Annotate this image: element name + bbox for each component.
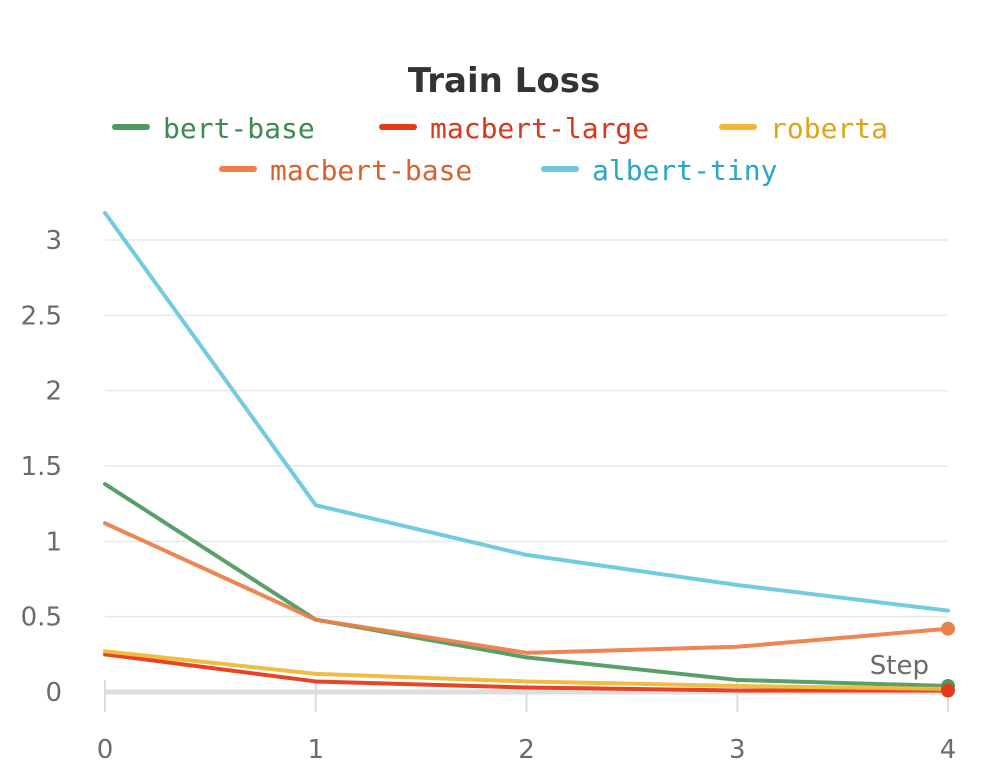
legend-label-macbert-base: macbert-base	[270, 154, 472, 187]
y-axis: 0 0.5 1 1.5 2 2.5 3	[21, 226, 62, 708]
series-line-macbert-base	[103, 521, 950, 655]
chart-title: Train Loss	[408, 61, 600, 101]
series-line-roberta	[103, 649, 950, 691]
series-line-bert-base	[103, 482, 950, 688]
y-tick-label: 3	[45, 226, 62, 256]
y-tick-label: 0	[45, 678, 62, 708]
end-marker-macbert-base	[941, 621, 955, 636]
y-tick-label: 2.5	[21, 301, 62, 331]
grid-lines	[105, 239, 948, 618]
end-marker-macbert-large	[941, 683, 955, 698]
y-tick-label: 2	[45, 377, 62, 407]
series-end-markers	[941, 621, 955, 698]
legend-label-albert-tiny: albert-tiny	[592, 154, 777, 187]
chart-legend: bert-base macbert-large roberta macbert-bas…	[112, 112, 888, 187]
x-tick-label: 3	[729, 735, 746, 765]
y-tick-label: 1	[45, 527, 62, 557]
legend-label-roberta: roberta	[770, 112, 888, 145]
x-tick-label: 4	[940, 735, 957, 765]
y-tick-label: 1.5	[21, 452, 62, 482]
x-tick-label: 1	[307, 735, 324, 765]
series-line-macbert-large	[103, 652, 950, 693]
legend-label-macbert-large: macbert-large	[430, 112, 649, 145]
x-tick-label: 0	[97, 735, 114, 765]
x-axis-label: Step	[870, 651, 929, 681]
series-lines	[103, 210, 950, 693]
legend-label-bert-base: bert-base	[163, 112, 315, 145]
x-tick-label: 2	[518, 735, 535, 765]
series-line-albert-tiny	[103, 210, 950, 613]
y-tick-label: 0.5	[21, 603, 62, 633]
x-axis: 0 1 2 3 4	[97, 680, 957, 765]
